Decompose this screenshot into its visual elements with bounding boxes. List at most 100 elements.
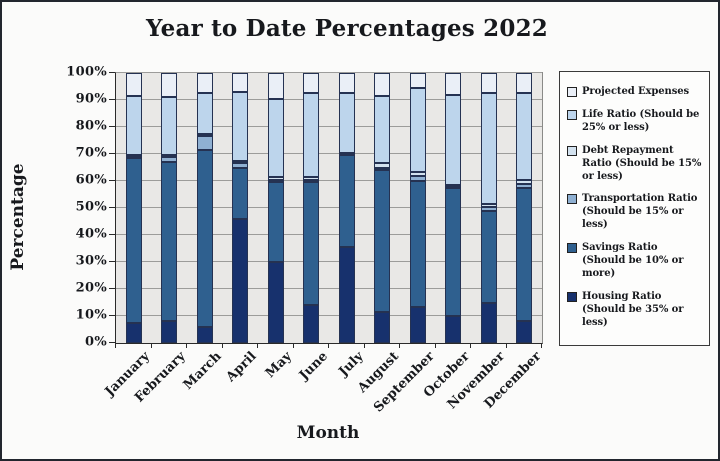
x-tick-mark xyxy=(505,343,507,348)
x-tick-mark xyxy=(186,343,187,348)
x-tick-mark xyxy=(150,343,152,348)
legend-swatch-icon xyxy=(567,145,577,156)
legend-item: Life Ratio (Should be 25% or less) xyxy=(567,108,703,134)
legend-label: Housing Ratio (Should be 35% or less) xyxy=(582,290,684,328)
bar-segment xyxy=(267,73,284,99)
bar-segment xyxy=(232,167,249,219)
plot-area xyxy=(115,72,543,344)
y-tick-mark xyxy=(109,153,115,154)
bar-segment xyxy=(303,73,320,94)
bar-segment xyxy=(125,73,142,96)
bar-segment xyxy=(516,321,533,343)
gridline xyxy=(116,126,542,127)
bar-segment xyxy=(161,73,178,98)
bar-segment xyxy=(409,87,426,172)
legend-swatch-icon xyxy=(567,243,577,254)
x-tick-mark xyxy=(470,343,471,348)
legend-item: Savings Ratio (Should be 10% or more) xyxy=(567,241,703,280)
bar-segment xyxy=(516,93,533,180)
bar-segment xyxy=(480,203,497,207)
bar-segment xyxy=(516,179,533,184)
y-tick-label: 10% xyxy=(75,307,107,323)
bar-august xyxy=(365,73,401,343)
gridline xyxy=(116,180,542,181)
x-tick-mark xyxy=(434,343,436,348)
bar-segment xyxy=(232,218,249,343)
bar-april xyxy=(223,73,259,343)
bar-segment xyxy=(516,187,533,322)
bar-segment xyxy=(303,182,320,306)
y-tick-label: 70% xyxy=(75,145,107,161)
bar-segment xyxy=(161,321,178,343)
bar-december xyxy=(507,73,543,343)
gridline xyxy=(116,234,542,235)
bar-segment xyxy=(445,187,462,316)
bar-segment xyxy=(267,176,284,180)
bar-january xyxy=(116,73,152,343)
bar-segment xyxy=(232,160,249,164)
y-tick-label: 20% xyxy=(75,280,107,296)
x-tick-mark xyxy=(257,343,258,348)
bar-segment xyxy=(267,182,284,262)
bar-segment xyxy=(374,170,391,312)
bar-segment xyxy=(409,175,426,181)
bar-segment xyxy=(374,73,391,96)
bar-segment xyxy=(445,316,462,343)
bar-segment xyxy=(161,97,178,156)
bar-segment xyxy=(267,262,284,343)
y-tick-mark xyxy=(109,72,115,73)
x-tick-label: July xyxy=(335,349,367,380)
bar-segment xyxy=(374,163,391,168)
bar-segment xyxy=(445,94,462,186)
legend-swatch-icon xyxy=(567,194,577,205)
x-tick-mark xyxy=(221,343,223,348)
bar-segment xyxy=(267,179,284,183)
y-tick-label: 60% xyxy=(75,172,107,188)
bar-segment xyxy=(303,176,320,180)
y-tick-mark xyxy=(109,207,115,208)
gridline xyxy=(116,288,542,289)
y-tick-label: 30% xyxy=(75,253,107,269)
x-tick-mark xyxy=(363,343,365,348)
bar-segment xyxy=(303,305,320,343)
bar-segment xyxy=(374,311,391,343)
bar-february xyxy=(152,73,188,343)
y-tick-label: 100% xyxy=(66,64,107,80)
bar-segment xyxy=(161,156,178,163)
gridline xyxy=(116,99,542,100)
x-tick-mark xyxy=(292,343,294,348)
gridline xyxy=(116,207,542,208)
bar-segment xyxy=(196,326,213,343)
gridline xyxy=(116,72,542,73)
bar-segment xyxy=(232,163,249,168)
bar-may xyxy=(258,73,294,343)
y-tick-mark xyxy=(109,126,115,127)
legend: Projected Expenses Life Ratio (Should be … xyxy=(559,71,710,346)
bar-segment xyxy=(480,210,497,303)
legend-label: Debt Repayment Ratio (Should be 15% or l… xyxy=(582,144,702,182)
bar-june xyxy=(294,73,330,343)
y-tick-label: 40% xyxy=(75,226,107,242)
y-tick-label: 50% xyxy=(75,199,107,215)
bar-segment xyxy=(409,306,426,343)
legend-swatch-icon xyxy=(567,291,577,302)
y-tick-mark xyxy=(109,99,115,100)
bar-segment xyxy=(196,133,213,137)
bar-november xyxy=(471,73,507,343)
legend-label: Projected Expenses xyxy=(582,86,690,97)
bar-segment xyxy=(303,179,320,183)
bar-segment xyxy=(374,95,391,164)
chart-title: Year to Date Percentages 2022 xyxy=(146,15,548,42)
y-tick-mark xyxy=(109,342,115,343)
bar-segment xyxy=(125,95,142,156)
x-tick-mark xyxy=(399,343,400,348)
bar-segment xyxy=(196,136,213,150)
bar-segment xyxy=(196,73,213,94)
bar-segment xyxy=(196,149,213,327)
bar-segment xyxy=(196,93,213,134)
legend-item: Projected Expenses xyxy=(567,85,703,98)
bar-segment xyxy=(338,155,355,248)
bar-segment xyxy=(161,162,178,322)
bar-segment xyxy=(232,91,249,161)
